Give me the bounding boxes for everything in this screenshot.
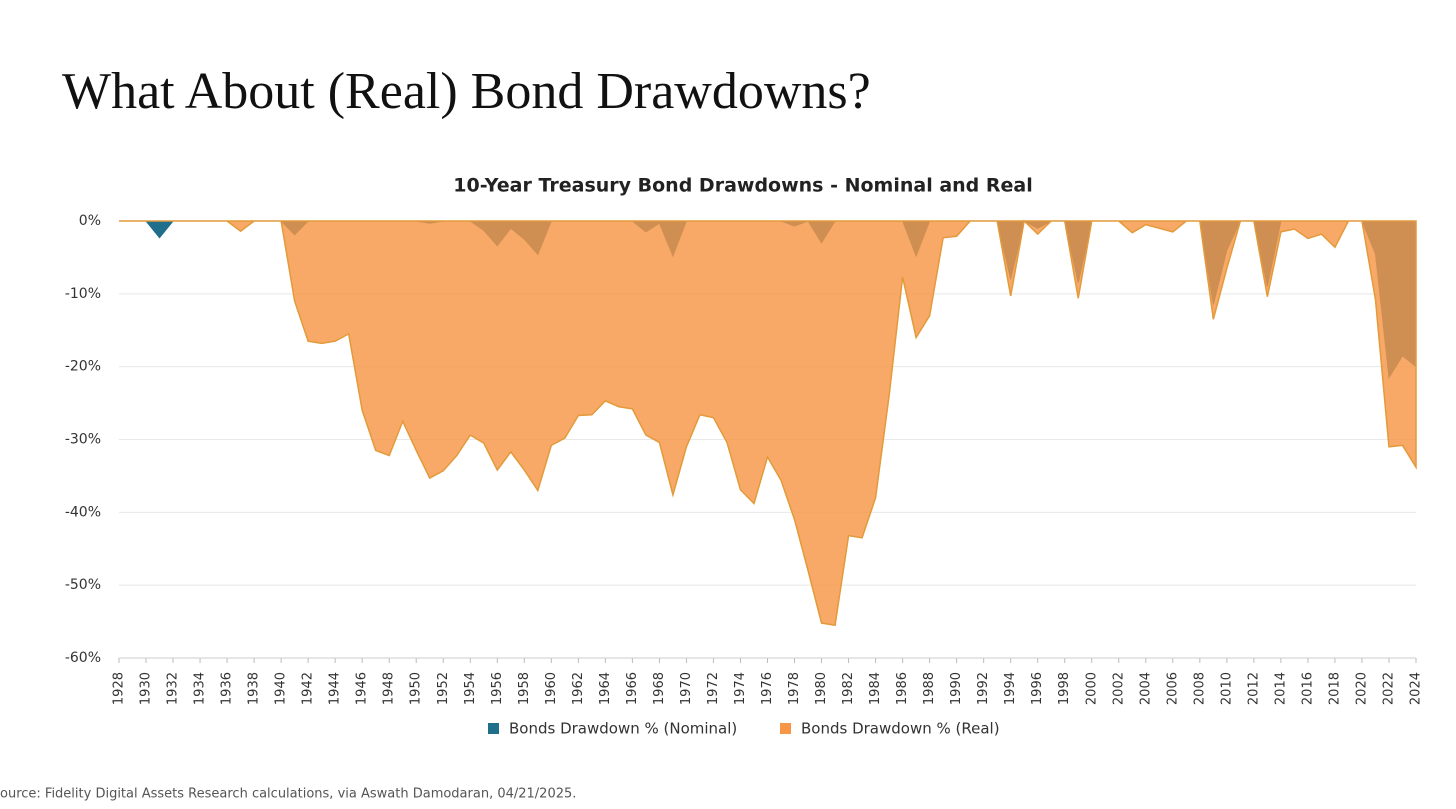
x-tick-label: 2014 xyxy=(1273,672,1288,705)
chart-title: 10-Year Treasury Bond Drawdowns - Nomina… xyxy=(453,175,1033,197)
x-tick-label: 1932 xyxy=(166,672,181,705)
x-tick-label: 1972 xyxy=(706,672,721,705)
x-tick-label: 2022 xyxy=(1381,672,1396,705)
x-tick-label: 1956 xyxy=(490,672,505,705)
x-tick-label: 2024 xyxy=(1409,672,1424,705)
x-tick-label: 2018 xyxy=(1327,672,1342,705)
x-tick-label: 1936 xyxy=(220,672,235,705)
y-tick-label: -60% xyxy=(65,650,101,666)
x-tick-label: 1980 xyxy=(814,672,829,705)
legend-swatch xyxy=(780,723,791,734)
x-tick-label: 1970 xyxy=(679,672,694,705)
x-tick-label: 2016 xyxy=(1300,672,1315,705)
x-tick-label: 1962 xyxy=(571,672,586,705)
legend-label: Bonds Drawdown % (Real) xyxy=(801,720,1000,738)
x-tick-label: 1938 xyxy=(247,672,262,705)
x-tick-label: 1998 xyxy=(1057,672,1072,705)
x-tick-label: 1930 xyxy=(139,672,154,705)
x-tick-label: 1976 xyxy=(760,672,775,705)
x-tick-label: 2000 xyxy=(1084,672,1099,705)
x-tick-label: 2006 xyxy=(1165,672,1180,705)
x-tick-label: 1978 xyxy=(787,672,802,705)
x-tick-label: 1986 xyxy=(895,672,910,705)
x-tick-label: 1992 xyxy=(976,672,991,705)
x-tick-label: 2010 xyxy=(1219,672,1234,705)
x-tick-label: 1944 xyxy=(328,672,343,705)
x-tick-label: 1954 xyxy=(463,672,478,705)
x-tick-label: 1946 xyxy=(355,672,370,705)
y-tick-label: -50% xyxy=(65,577,101,593)
x-tick-label: 1988 xyxy=(922,672,937,705)
x-tick-label: 1948 xyxy=(382,672,397,705)
area-1 xyxy=(119,219,1417,627)
x-tick-label: 1964 xyxy=(598,672,613,705)
x-tick-label: 1974 xyxy=(733,672,748,705)
x-tick-label: 1950 xyxy=(409,672,424,705)
y-tick-label: -10% xyxy=(65,286,101,302)
y-tick-label: -30% xyxy=(65,432,101,448)
x-tick-label: 1984 xyxy=(868,672,883,705)
x-tick-label: 2002 xyxy=(1111,672,1126,705)
x-tick-label: 1966 xyxy=(625,672,640,705)
x-tick-label: 2004 xyxy=(1138,672,1153,705)
x-tick-label: 1982 xyxy=(841,672,856,705)
x-tick-label: 1994 xyxy=(1003,672,1018,705)
x-tick-label: 1990 xyxy=(949,672,964,705)
legend-swatch xyxy=(488,723,499,734)
y-tick-label: 0% xyxy=(79,213,101,229)
x-tick-label: 1934 xyxy=(193,672,208,705)
x-tick-label: 2020 xyxy=(1354,672,1369,705)
y-tick-label: -20% xyxy=(65,359,101,375)
y-tick-label: -40% xyxy=(65,504,101,520)
x-tick-label: 1960 xyxy=(544,672,559,705)
x-tick-label: 1952 xyxy=(436,672,451,705)
x-tick-label: 1958 xyxy=(517,672,532,705)
source: ource: Fidelity Digital Assets Research … xyxy=(0,787,576,802)
slide-title: What About (Real) Bond Drawdowns? xyxy=(62,63,871,120)
x-tick-label: 1968 xyxy=(652,672,667,705)
x-tick-label: 1940 xyxy=(274,672,289,705)
x-tick-label: 2008 xyxy=(1192,672,1207,705)
x-tick-label: 1928 xyxy=(112,672,127,705)
x-tick-label: 1996 xyxy=(1030,672,1045,705)
legend-label: Bonds Drawdown % (Nominal) xyxy=(509,720,737,738)
x-tick-label: 1942 xyxy=(301,672,316,705)
x-tick-label: 2012 xyxy=(1246,672,1261,705)
